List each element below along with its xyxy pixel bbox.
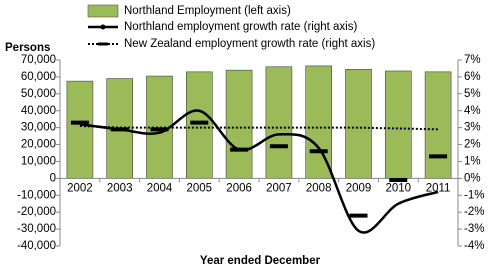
y2-tick-label: 0% (464, 172, 481, 184)
x-tick-label: 2006 (226, 182, 252, 194)
legend-swatch (100, 24, 106, 30)
legend-swatch (87, 4, 119, 18)
y2-tick-label: -2% (464, 206, 484, 218)
y-tick-label: 40,000 (21, 105, 56, 117)
y2-tick-label: 2% (464, 139, 481, 151)
bar (186, 71, 213, 179)
x-tick-label: 2009 (346, 182, 372, 194)
y2-tick-label: -1% (464, 189, 484, 201)
bar (345, 69, 372, 179)
bar (424, 71, 452, 179)
y-tick-label: -20,000 (17, 206, 56, 218)
y-tick-label: 50,000 (21, 88, 56, 100)
x-tick-label: 2002 (67, 182, 93, 194)
y2-tick-label: 4% (464, 105, 481, 117)
y-tick-label: 70,000 (21, 54, 56, 66)
y-tick-label: 30,000 (21, 122, 56, 134)
y-tick-label: 0 (50, 172, 56, 184)
y2-tick-label: 3% (464, 122, 481, 134)
x-tick-label: 2011 (426, 182, 451, 194)
x-tick-label: 2008 (306, 182, 332, 194)
bar (66, 80, 94, 179)
x-tick-label: 2004 (147, 182, 173, 194)
northland-line (79, 109, 439, 234)
bar (305, 65, 333, 179)
y2-tick-label: 1% (464, 155, 481, 167)
y2-tick-label: 6% (464, 71, 481, 83)
y2-tick-label: -4% (464, 240, 484, 252)
y-tick-label: 10,000 (21, 155, 56, 167)
y-axis-title: Persons (5, 42, 50, 54)
legend-label: New Zealand employment growth rate (righ… (124, 38, 375, 50)
y-tick-label: -40,000 (17, 240, 56, 252)
bar (225, 69, 253, 179)
bar (265, 66, 293, 179)
x-tick-label: 2005 (187, 182, 213, 194)
x-axis-title: Year ended December (200, 255, 321, 267)
bar (384, 70, 412, 179)
legend-label: Northland Employment (left axis) (124, 5, 291, 17)
y-tick-label: 20,000 (21, 139, 56, 151)
y-tick-label: -10,000 (17, 189, 56, 201)
y2-tick-label: -3% (464, 223, 484, 235)
y-tick-label: 60,000 (21, 71, 56, 83)
legend-label: Northland employment growth rate (right … (124, 21, 357, 33)
x-tick-label: 2003 (107, 182, 133, 194)
y-tick-label: -30,000 (17, 223, 56, 235)
y2-tick-label: 5% (464, 88, 481, 100)
x-tick-label: 2010 (386, 182, 412, 194)
nz-line (79, 124, 439, 131)
y2-tick-label: 7% (464, 54, 481, 66)
x-tick-label: 2007 (266, 182, 292, 194)
